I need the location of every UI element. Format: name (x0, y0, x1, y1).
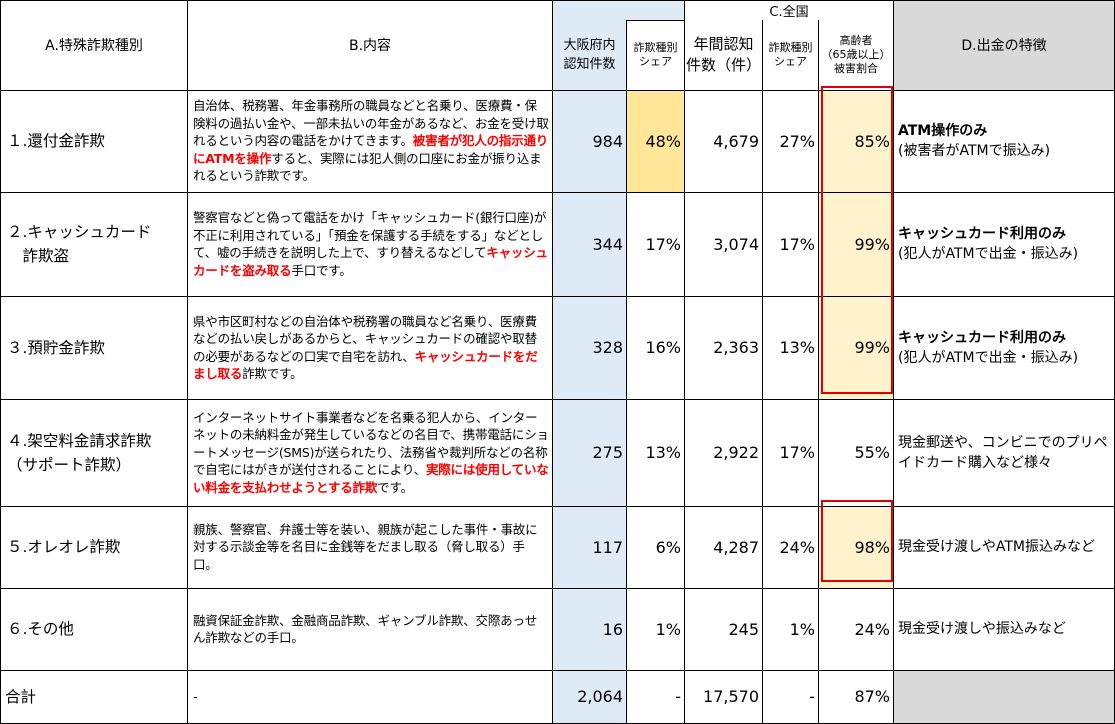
table-row: ５.オレオレ詐欺 親族、警察官、弁護士等を装い、親族が起こした事件・事故に対する… (0, 505, 1115, 589)
osaka-count-cell: 344 (552, 191, 627, 297)
national-share-cell: 24% (762, 505, 819, 589)
content-cell: 警察官などと偽って電話をかけ「キャッシュカード(銀行口座)が不正に利用されている… (187, 191, 553, 297)
withdrawal-feature-cell: 現金受け渡しやATM振込みなど (893, 505, 1115, 589)
content-cell: 自治体、税務署、年金事務所の職員などと名乗り、医療費・保険料の過払い金や、一部未… (187, 89, 553, 193)
total-elderly-ratio: 87% (818, 669, 894, 724)
elderly-ratio-cell: 55% (818, 398, 894, 507)
table-row: １.還付金詐欺 自治体、税務署、年金事務所の職員などと名乗り、医療費・保険料の過… (0, 89, 1115, 193)
header-elderly-ratio: 高齢者 （65歳以上） 被害割合 (818, 20, 894, 91)
osaka-share-cell: 1% (626, 587, 685, 671)
elderly-ratio-cell: 24% (818, 587, 894, 671)
content-cell: 融資保証金詐欺、金融商品詐欺、ギャンブル詐欺、交際あっせん詐欺などの手口。 (187, 587, 553, 671)
fraud-type-cell: ２.キャッシュカード 詐欺盗 (0, 191, 188, 297)
elderly-ratio-cell: 98% (818, 505, 894, 589)
table-row: ６.その他 融資保証金詐欺、金融商品詐欺、ギャンブル詐欺、交際あっせん詐欺などの… (0, 587, 1115, 671)
withdrawal-feature-cell: ATM操作のみ (被害者がATMで振込み) (893, 89, 1115, 193)
header-withdrawal-feature: D.出金の特徴 (893, 0, 1115, 91)
fraud-type-cell: ４.架空料金請求詐欺 （サポート詐欺） (0, 398, 188, 507)
osaka-count-cell: 984 (552, 89, 627, 193)
fraud-type-cell: ５.オレオレ詐欺 (0, 505, 188, 589)
withdrawal-feature-cell: 現金受け渡しや振込みなど (893, 587, 1115, 671)
fraud-type-cell: ６.その他 (0, 587, 188, 671)
header-osaka-spacer (552, 0, 627, 20)
osaka-count-cell: 117 (552, 505, 627, 589)
header-national-share: 詐欺種別 シェア (762, 20, 819, 91)
header-content: B.内容 (187, 0, 553, 91)
total-label: 合計 (0, 669, 188, 724)
table-row: ２.キャッシュカード 詐欺盗 警察官などと偽って電話をかけ「キャッシュカード(銀… (0, 191, 1115, 297)
elderly-ratio-cell: 99% (818, 295, 894, 400)
osaka-share-cell: 6% (626, 505, 685, 589)
fraud-type-cell: ３.預貯金詐欺 (0, 295, 188, 400)
header-annual-count: 年間認知 件数（件） (684, 20, 763, 91)
osaka-share-cell: 17% (626, 191, 685, 297)
withdrawal-feature-cell: 現金郵送や、コンビニでのプリペイドカード購入など様々 (893, 398, 1115, 507)
national-count-cell: 3,074 (684, 191, 763, 297)
header-osaka-share-spacer (626, 0, 685, 20)
total-row: 合計 - 2,064 - 17,570 - 87% (0, 669, 1115, 724)
content-cell: 親族、警察官、弁護士等を装い、親族が起こした事件・事故に対する示談金等を名目に金… (187, 505, 553, 589)
total-content-cell: - (187, 669, 553, 724)
content-cell: インターネットサイト事業者などを名乗る犯人から、インターネットの未納料金が発生し… (187, 398, 553, 507)
national-share-cell: 13% (762, 295, 819, 400)
total-feature-cell (893, 669, 1115, 724)
national-share-cell: 17% (762, 398, 819, 507)
osaka-count-cell: 16 (552, 587, 627, 671)
table-row: ３.預貯金詐欺 県や市区町村などの自治体や税務署の職員など名乗り、医療費などの払… (0, 295, 1115, 400)
national-count-cell: 4,679 (684, 89, 763, 193)
total-national-count: 17,570 (684, 669, 763, 724)
header-osaka-count: 大阪府内 認知件数 (552, 20, 627, 91)
table-row: ４.架空料金請求詐欺 （サポート詐欺） インターネットサイト事業者などを名乗る犯人… (0, 398, 1115, 507)
osaka-share-cell: 13% (626, 398, 685, 507)
national-count-cell: 2,922 (684, 398, 763, 507)
total-national-share: - (762, 669, 819, 724)
osaka-share-cell: 16% (626, 295, 685, 400)
national-share-cell: 1% (762, 587, 819, 671)
withdrawal-feature-cell: キャッシュカード利用のみ (犯人がATMで出金・振込み) (893, 295, 1115, 400)
elderly-ratio-cell: 99% (818, 191, 894, 297)
national-count-cell: 245 (684, 587, 763, 671)
header-national: C.全国 (684, 0, 894, 20)
total-osaka-share: - (626, 669, 685, 724)
national-share-cell: 17% (762, 191, 819, 297)
header-fraud-type: A.特殊詐欺種別 (0, 0, 188, 91)
header-osaka-share: 詐欺種別 シェア (626, 19, 685, 91)
elderly-ratio-cell: 85% (818, 89, 894, 193)
content-cell: 県や市区町村などの自治体や税務署の職員など名乗り、医療費などの払い戻しがあるから… (187, 295, 553, 400)
osaka-count-cell: 328 (552, 295, 627, 400)
osaka-share-cell: 48% (626, 89, 685, 193)
national-share-cell: 27% (762, 89, 819, 193)
osaka-count-cell: 275 (552, 398, 627, 507)
national-count-cell: 4,287 (684, 505, 763, 589)
total-osaka-count: 2,064 (552, 669, 627, 724)
fraud-type-cell: １.還付金詐欺 (0, 89, 188, 193)
withdrawal-feature-cell: キャッシュカード利用のみ (犯人がATMで出金・振込み) (893, 191, 1115, 297)
national-count-cell: 2,363 (684, 295, 763, 400)
